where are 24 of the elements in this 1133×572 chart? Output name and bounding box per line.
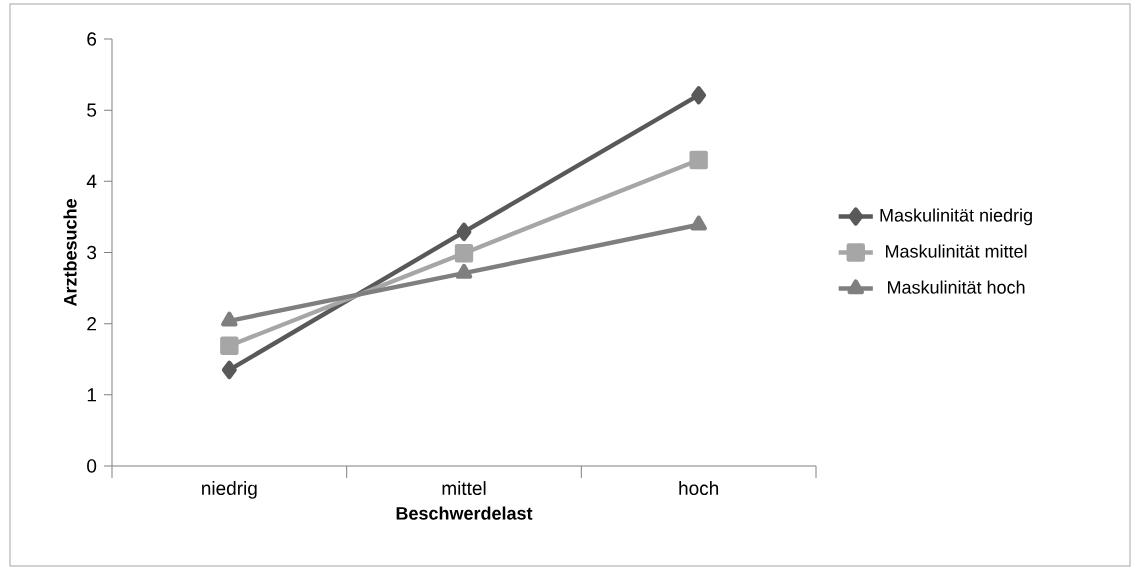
point <box>690 215 707 231</box>
legend-label: Maskulinität hoch <box>888 280 1025 294</box>
y-tick-label: 5 <box>87 103 97 117</box>
point <box>454 244 474 263</box>
x-axis-title: Beschwerdelast <box>396 506 533 520</box>
y-tick-label: 4 <box>86 174 97 188</box>
point <box>689 150 708 170</box>
point <box>455 263 473 279</box>
y-tick-label: 2 <box>87 317 96 331</box>
point <box>221 360 237 380</box>
x-tick-label: mittel <box>442 481 486 496</box>
x-tick-label: niedrig <box>202 481 257 499</box>
x-tick-label: hoch <box>679 481 719 496</box>
y-axis-title: Arztbesuche <box>63 199 77 307</box>
y-tick-label: 0 <box>87 459 97 473</box>
point <box>691 86 707 105</box>
point <box>220 336 239 355</box>
point <box>456 222 472 242</box>
y-tick-label: 1 <box>87 388 96 402</box>
y-tick-label: 6 <box>87 32 97 46</box>
legend-label: Maskulinität niedrig <box>880 208 1032 226</box>
y-tick-label: 3 <box>87 245 97 260</box>
legend-label: Maskulinität mittel <box>886 244 1027 258</box>
point <box>221 311 238 327</box>
